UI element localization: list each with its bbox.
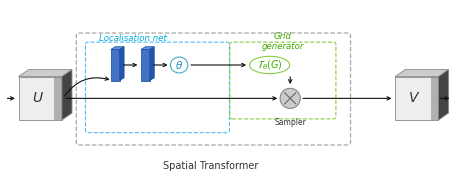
Polygon shape [438, 70, 448, 120]
Polygon shape [111, 49, 120, 81]
Text: $\mathcal{T}_{\theta}(G)$: $\mathcal{T}_{\theta}(G)$ [257, 58, 282, 72]
Text: $\theta$: $\theta$ [175, 59, 183, 71]
Polygon shape [54, 77, 62, 120]
Text: Localisation net: Localisation net [99, 34, 166, 43]
Polygon shape [141, 49, 150, 81]
Text: Grid
generator: Grid generator [261, 31, 303, 51]
Polygon shape [18, 77, 62, 120]
FancyArrowPatch shape [64, 77, 109, 96]
Text: $U$: $U$ [32, 91, 44, 105]
Polygon shape [141, 47, 154, 49]
Polygon shape [18, 70, 72, 77]
Polygon shape [150, 47, 154, 81]
Polygon shape [120, 47, 124, 81]
Text: Spatial Transformer: Spatial Transformer [164, 160, 259, 171]
Polygon shape [395, 70, 448, 77]
Polygon shape [111, 47, 124, 49]
Circle shape [280, 88, 300, 108]
Polygon shape [430, 77, 438, 120]
Text: $V$: $V$ [409, 91, 420, 105]
Polygon shape [395, 77, 438, 120]
Text: Sampler: Sampler [274, 118, 306, 128]
Polygon shape [62, 70, 72, 120]
